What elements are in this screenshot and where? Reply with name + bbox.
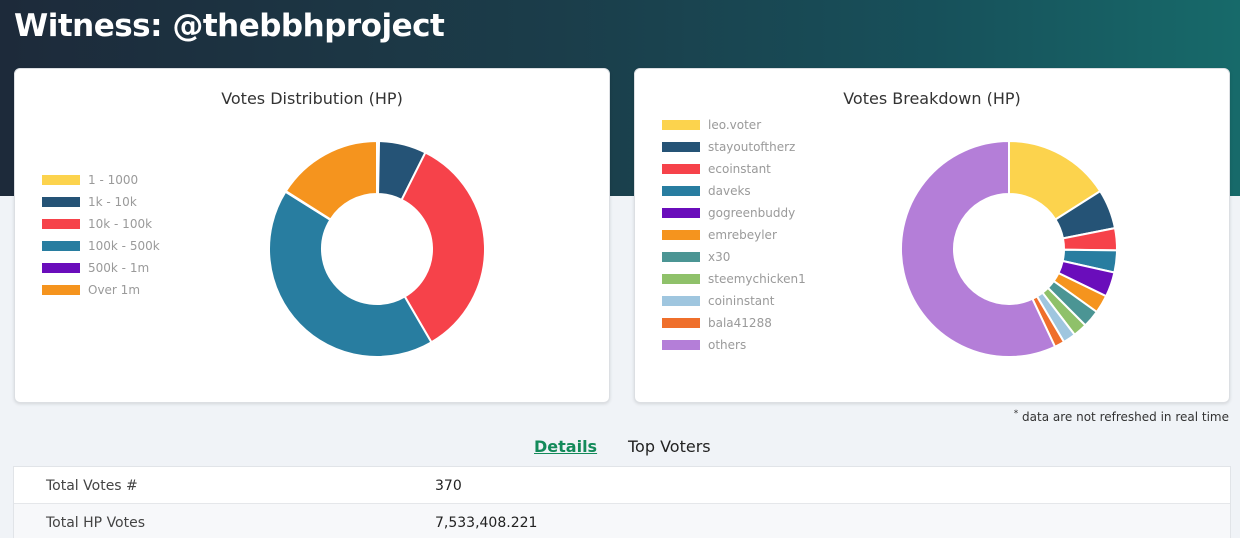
legend-swatch	[42, 175, 80, 185]
legend-label: coininstant	[708, 294, 775, 308]
votes-breakdown-title: Votes Breakdown (HP)	[843, 89, 1021, 108]
slice-10k-100k[interactable]	[400, 151, 486, 344]
tab-top-voters[interactable]: Top Voters	[628, 437, 711, 456]
legend-label: 10k - 100k	[88, 217, 153, 231]
legend-label: 1k - 10k	[88, 195, 137, 209]
legend-label: bala41288	[708, 316, 772, 330]
legend-item-steemychicken1[interactable]: steemychicken1	[662, 268, 806, 290]
votes-breakdown-legend: leo.voter stayoutoftherz ecoinstant daveks g…	[662, 114, 806, 356]
legend-swatch	[662, 252, 700, 262]
legend-label: x30	[708, 250, 731, 264]
legend-item-stayoutoftherz[interactable]: stayoutoftherz	[662, 136, 806, 158]
legend-item-10k-100k[interactable]: 10k - 100k	[42, 213, 160, 235]
legend-item-1-1000[interactable]: 1 - 1000	[42, 169, 160, 191]
votes-breakdown-card: Votes Breakdown (HP) leo.voter stayoutoft…	[634, 68, 1230, 403]
legend-label: ecoinstant	[708, 162, 771, 176]
votes-distribution-title: Votes Distribution (HP)	[221, 89, 403, 108]
votes-distribution-card: Votes Distribution (HP) 1 - 1000 1k - 10k…	[14, 68, 610, 403]
legend-item-others[interactable]: others	[662, 334, 806, 356]
refresh-footnote-text: data are not refreshed in real time	[1022, 410, 1229, 424]
legend-item-leo-voter[interactable]: leo.voter	[662, 114, 806, 136]
slice-over-1m[interactable]	[284, 139, 378, 221]
refresh-footnote: * data are not refreshed in real time	[1013, 409, 1229, 424]
row-label: Total HP Votes	[46, 515, 146, 531]
legend-swatch	[662, 318, 700, 328]
row-label: Total Votes #	[46, 478, 138, 494]
legend-label: emrebeyler	[708, 228, 777, 242]
tab-details[interactable]: Details	[534, 437, 598, 456]
legend-swatch	[662, 340, 700, 350]
votes-distribution-legend: 1 - 1000 1k - 10k 10k - 100k 100k - 500k 500…	[42, 169, 160, 301]
legend-swatch	[662, 274, 700, 284]
legend-swatch	[662, 120, 700, 130]
legend-label: 100k - 500k	[88, 239, 160, 253]
legend-label: stayoutoftherz	[708, 140, 796, 154]
legend-item-1k-10k[interactable]: 1k - 10k	[42, 191, 160, 213]
legend-item-100k-500k[interactable]: 100k - 500k	[42, 235, 160, 257]
legend-swatch	[662, 296, 700, 306]
legend-item-bala41288[interactable]: bala41288	[662, 312, 806, 334]
legend-item-gogreenbuddy[interactable]: gogreenbuddy	[662, 202, 806, 224]
legend-item-x30[interactable]: x30	[662, 246, 806, 268]
legend-label: leo.voter	[708, 118, 762, 132]
legend-swatch	[42, 241, 80, 251]
legend-swatch	[42, 263, 80, 273]
legend-swatch	[42, 219, 80, 229]
details-table: Total Votes # 370 Total HP Votes 7,533,4…	[13, 466, 1231, 538]
legend-item-emrebeyler[interactable]: emrebeyler	[662, 224, 806, 246]
tab-bar: Details Top Voters	[0, 437, 1240, 459]
legend-swatch	[662, 186, 700, 196]
legend-label: steemychicken1	[708, 272, 806, 286]
legend-item-daveks[interactable]: daveks	[662, 180, 806, 202]
legend-label: others	[708, 338, 747, 352]
slice-others[interactable]	[900, 139, 1057, 358]
legend-swatch	[42, 285, 80, 295]
legend-item-coininstant[interactable]: coininstant	[662, 290, 806, 312]
votes-distribution-donut	[268, 139, 486, 358]
legend-swatch	[662, 142, 700, 152]
slice-100k-500k[interactable]	[268, 190, 433, 358]
page-title: Witness: @thebbhproject	[14, 8, 445, 44]
table-row: Total Votes # 370	[14, 467, 1230, 504]
legend-swatch	[42, 197, 80, 207]
row-value: 370	[435, 478, 462, 494]
legend-item-ecoinstant[interactable]: ecoinstant	[662, 158, 806, 180]
legend-swatch	[662, 230, 700, 240]
legend-swatch	[662, 164, 700, 174]
legend-label: gogreenbuddy	[708, 206, 796, 220]
votes-breakdown-donut	[900, 139, 1119, 358]
legend-swatch	[662, 208, 700, 218]
table-row: Total HP Votes 7,533,408.221	[14, 504, 1230, 538]
legend-label: daveks	[708, 184, 751, 198]
legend-label: 500k - 1m	[88, 261, 150, 275]
legend-label: Over 1m	[88, 283, 141, 297]
legend-item-500k-1m[interactable]: 500k - 1m	[42, 257, 160, 279]
row-value: 7,533,408.221	[435, 515, 538, 531]
legend-item-over-1m[interactable]: Over 1m	[42, 279, 160, 301]
legend-label: 1 - 1000	[88, 173, 139, 187]
